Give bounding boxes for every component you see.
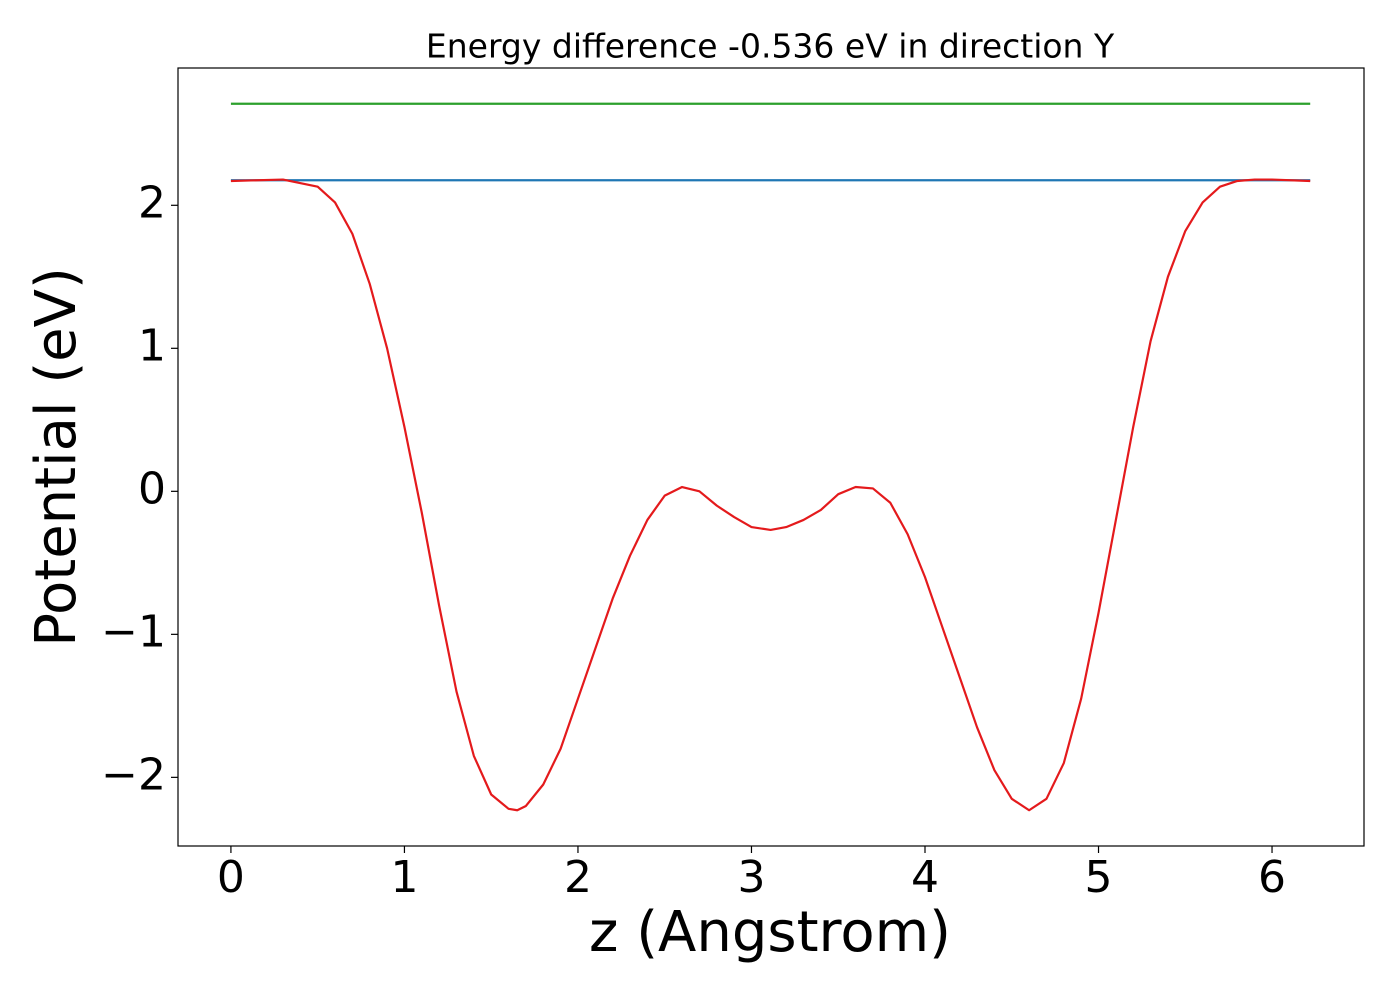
x-axis-label: z (Angstrom) xyxy=(589,900,951,965)
y-tick-label: 1 xyxy=(138,320,166,371)
y-tick-label: 2 xyxy=(138,177,166,228)
y-tick-label: −1 xyxy=(101,606,166,657)
data-line xyxy=(230,178,1311,812)
plot-frame xyxy=(177,67,1365,847)
x-tick-label: 4 xyxy=(911,852,939,903)
x-tick-label: 2 xyxy=(564,852,592,903)
x-tick-label: 6 xyxy=(1258,852,1286,903)
x-tick-label: 3 xyxy=(737,852,765,903)
y-axis-label: Potential (eV) xyxy=(24,267,89,647)
x-tick-label: 1 xyxy=(390,852,418,903)
y-tick-label: −2 xyxy=(101,749,166,800)
chart-title: Energy difference -0.536 eV in direction… xyxy=(426,27,1115,66)
x-tick-label: 5 xyxy=(1085,852,1113,903)
x-tick-label: 0 xyxy=(217,852,245,903)
y-tick-label: 0 xyxy=(138,463,166,514)
